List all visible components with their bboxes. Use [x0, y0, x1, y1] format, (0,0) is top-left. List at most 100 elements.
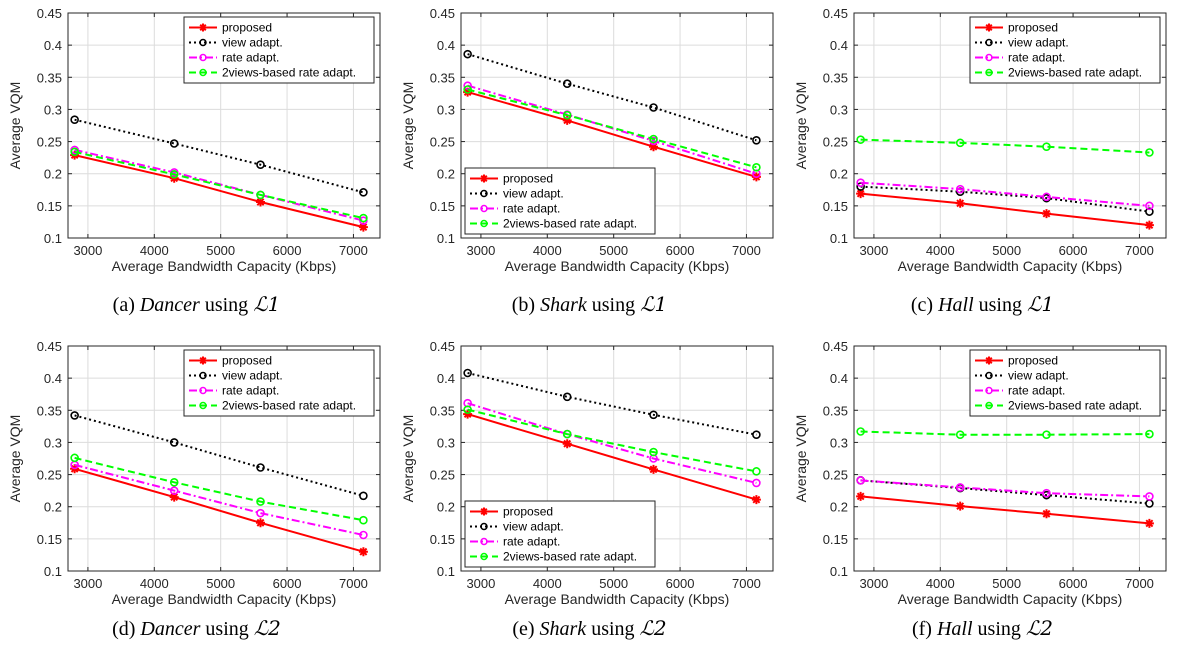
caption-scheme: ℒ2	[253, 616, 281, 640]
legend-entry: view adapt.	[470, 520, 564, 534]
legend-label: proposed	[222, 354, 272, 368]
y-tick-label: 0.2	[830, 167, 848, 182]
caption-using: using	[977, 618, 1021, 640]
legend-entry: rate adapt.	[189, 384, 279, 398]
legend-entry: 2views-based rate adapt.	[470, 217, 637, 231]
data-point	[169, 477, 179, 487]
caption-d: (d) Dancer using ℒ2	[0, 616, 393, 641]
legend-label: rate adapt.	[1008, 51, 1065, 65]
y-tick-label: 0.45	[37, 339, 62, 354]
chart-panel: 3000 4000 5000 6000 7000 0.1 0.15 0.2 0.25 0.3 0.3…	[793, 6, 1167, 274]
x-tick-label: 6000	[666, 576, 695, 591]
y-axis-label: Average VQM	[793, 82, 809, 170]
y-tick-label: 0.1	[830, 231, 848, 246]
data-point	[358, 222, 368, 232]
legend-label: 2views-based rate adapt.	[503, 217, 637, 231]
data-point	[955, 430, 965, 440]
x-tick-label: 3000	[73, 576, 102, 591]
y-tick-label: 0.4	[437, 371, 455, 386]
x-axis-label: Average Bandwidth Capacity (Kbps)	[112, 258, 337, 274]
legend-marker	[199, 386, 207, 395]
series-line	[860, 181, 1150, 207]
legend-marker	[199, 68, 207, 77]
y-tick-label: 0.45	[823, 339, 848, 354]
legend-marker	[985, 371, 993, 380]
legend-marker	[199, 53, 207, 62]
legend-marker	[199, 371, 207, 380]
y-tick-label: 0.15	[823, 199, 848, 214]
chart-panel: 3000 4000 5000 6000 7000 0.1 0.15 0.2 0.25 0.3 0.3…	[400, 339, 774, 607]
legend-label: 2views-based rate adapt.	[222, 66, 356, 80]
x-tick-label: 6000	[1059, 576, 1088, 591]
x-tick-label: 7000	[732, 243, 761, 258]
series	[856, 182, 1154, 216]
y-tick-label: 0.25	[430, 468, 455, 483]
data-point	[752, 430, 761, 440]
caption-scheme: ℒ1	[1026, 292, 1055, 316]
y-tick-label: 0.45	[823, 6, 848, 21]
legend-entry: proposed	[189, 21, 272, 35]
y-tick-label: 0.1	[44, 231, 62, 246]
data-point	[169, 486, 179, 495]
y-tick-label: 0.2	[44, 167, 62, 182]
legend-entry: rate adapt.	[975, 51, 1065, 65]
data-point	[463, 85, 472, 94]
x-tick-label: 7000	[1125, 576, 1154, 591]
legend-entry: 2views-based rate adapt.	[189, 66, 356, 80]
chart-panel: 3000 4000 5000 6000 7000 0.1 0.15 0.2 0.25 0.3 0.3…	[400, 6, 774, 274]
series-line	[74, 414, 364, 497]
legend-entry: proposed	[470, 172, 553, 186]
data-point	[256, 463, 265, 472]
legend-marker	[985, 53, 993, 62]
data-point	[955, 184, 965, 194]
caption-sequence: Shark	[539, 618, 587, 640]
series-line	[467, 413, 757, 501]
data-point	[1042, 209, 1051, 219]
data-point	[256, 197, 265, 207]
legend-entry: view adapt.	[470, 187, 564, 201]
data-point	[649, 134, 658, 144]
legend-entry: proposed	[975, 21, 1058, 35]
y-tick-label: 0.15	[37, 199, 62, 214]
axes-box	[853, 345, 1167, 572]
legend-marker	[985, 401, 993, 410]
legend-marker	[480, 522, 488, 531]
data-point	[1145, 201, 1154, 211]
y-tick-label: 0.1	[437, 231, 455, 246]
caption-scheme: ℒ1	[640, 292, 668, 316]
caption-f: (f) Hall using ℒ2	[786, 616, 1179, 641]
legend-entry: proposed	[470, 505, 553, 519]
series	[856, 427, 1154, 440]
x-tick-label: 4000	[140, 243, 169, 258]
series-line	[860, 192, 1150, 227]
legend-entry: 2views-based rate adapt.	[189, 399, 356, 413]
y-axis-label: Average VQM	[7, 415, 23, 503]
caption-a: (a) Dancer using ℒ1	[0, 292, 393, 317]
data-point	[562, 115, 572, 125]
caption-sequence: Dancer	[139, 294, 200, 316]
data-point	[169, 170, 179, 179]
legend-entry: 2views-based rate adapt.	[470, 550, 637, 564]
legend-label: rate adapt.	[222, 51, 279, 65]
data-point	[169, 438, 179, 447]
y-tick-label: 0.4	[44, 38, 62, 53]
series	[70, 150, 368, 232]
data-point	[1042, 430, 1051, 440]
data-point	[359, 188, 368, 197]
y-tick-label: 0.3	[830, 435, 848, 450]
series	[856, 135, 1154, 157]
legend-label: 2views-based rate adapt.	[222, 399, 356, 413]
x-tick-label: 6000	[273, 243, 302, 258]
data-point	[856, 178, 865, 188]
legend-entry: rate adapt.	[975, 384, 1065, 398]
caption-label: (a)	[112, 294, 135, 316]
data-point	[1144, 518, 1154, 528]
legend-label: 2views-based rate adapt.	[1008, 66, 1142, 80]
legend-entry: rate adapt.	[470, 535, 560, 549]
series	[70, 464, 368, 557]
x-tick-label: 7000	[339, 243, 368, 258]
legend-marker	[480, 552, 488, 561]
data-point	[955, 138, 965, 148]
